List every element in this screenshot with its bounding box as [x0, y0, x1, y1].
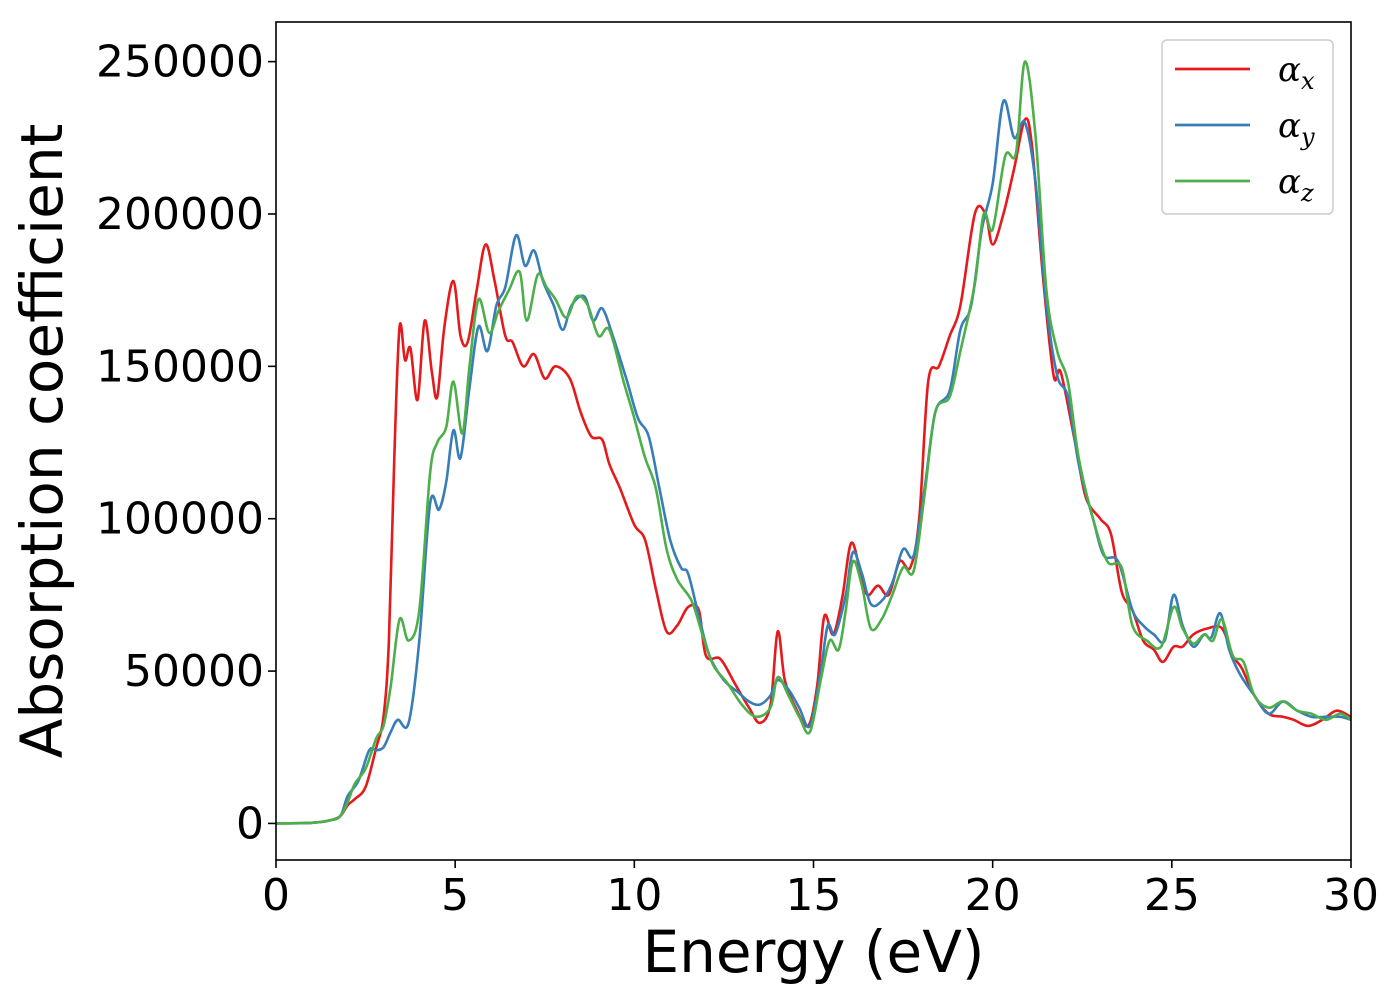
legend-label-y: αy	[1278, 106, 1315, 151]
x-tick-label: 30	[1323, 870, 1379, 921]
x-tick-label: 0	[262, 870, 290, 921]
y-tick-label: 150000	[96, 341, 264, 392]
y-tick-label: 50000	[124, 646, 264, 697]
series-line-z	[275, 60, 1352, 825]
y-tick-label: 200000	[96, 189, 264, 240]
legend-label-z: αz	[1278, 162, 1314, 207]
x-tick-label: 25	[1144, 870, 1200, 921]
y-axis-label: Absorption coefficient	[8, 124, 76, 759]
legend-label-x: αx	[1278, 50, 1315, 95]
y-tick-label: 0	[236, 798, 264, 849]
x-axis-label: Energy (eV)	[642, 918, 984, 986]
legend: αx αy αz	[1161, 39, 1334, 215]
y-tick-label: 250000	[96, 37, 264, 88]
legend-box	[1161, 39, 1334, 215]
x-axis-ticks: 0 5 10 15 20 25 30	[262, 860, 1379, 921]
x-tick-label: 15	[786, 870, 842, 921]
series-layer	[275, 60, 1352, 825]
x-tick-label: 5	[441, 870, 469, 921]
x-tick-label: 10	[606, 870, 662, 921]
y-axis-ticks: 0 50000 100000 150000 200000 250000	[96, 37, 276, 849]
x-tick-label: 20	[965, 870, 1021, 921]
y-tick-label: 100000	[96, 494, 264, 545]
series-line-y	[275, 99, 1352, 825]
